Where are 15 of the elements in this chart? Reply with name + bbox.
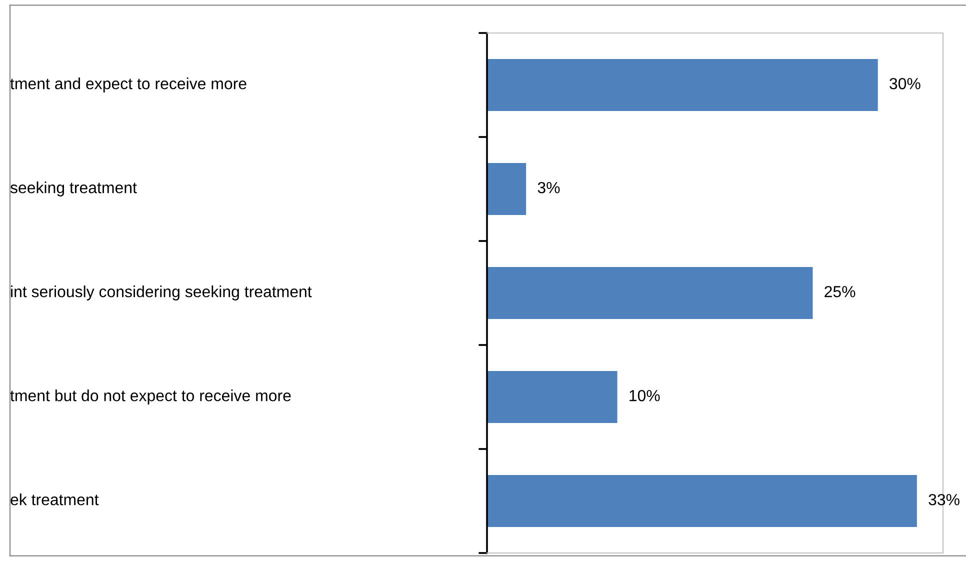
y-tick-label: int seriously considering seeking treatment: [11, 286, 312, 300]
data-label: 10%: [630, 390, 660, 402]
y-tick-label: seeking treatment: [10, 182, 137, 196]
y-tick-label: ek treatment: [10, 494, 99, 506]
bar: [487, 371, 618, 423]
bar: [487, 163, 526, 215]
y-tick-label: tment and expect to receive more: [10, 78, 246, 92]
data-label: 25%: [824, 286, 856, 298]
data-label: 30%: [890, 78, 920, 90]
data-label: 33%: [928, 494, 960, 506]
bar: [487, 267, 813, 319]
data-label: 3%: [538, 182, 560, 194]
bar: [487, 475, 917, 527]
y-tick-label: tment but do not expect to receive more: [10, 390, 291, 404]
bar: [487, 59, 878, 111]
